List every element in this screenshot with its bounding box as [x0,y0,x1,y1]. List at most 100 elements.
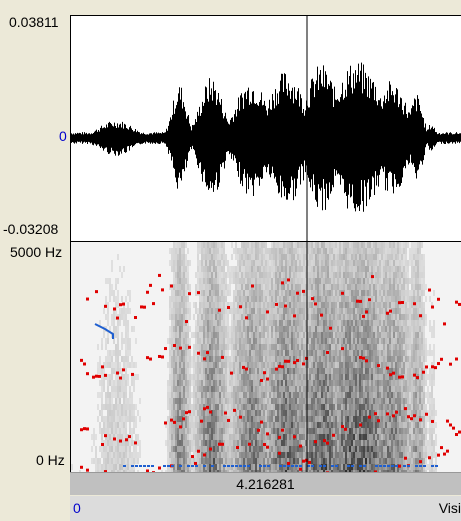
spectrogram-cell [339,452,341,458]
spectrogram-cell [201,350,203,356]
spectrogram-cell [283,374,285,380]
spectrogram-cell [273,302,275,308]
spectrogram-cell [211,344,213,350]
spectrogram-panel[interactable] [70,241,461,473]
spectrogram-cell [381,302,383,308]
spectrogram-cell [177,380,179,386]
spectrogram-cell [121,308,123,314]
spectrogram-cell [211,320,213,326]
spectrogram-cell [207,266,209,272]
spectrogram-cell [369,278,371,284]
spectrogram-cell [129,350,131,356]
spectrogram-cell [199,434,201,440]
spectrogram-cell [333,386,335,392]
spectrogram-cell [249,284,251,290]
spectrogram-cell [343,356,345,362]
spectrogram-cell [219,272,221,278]
spectrogram-cell [103,452,105,458]
spectrogram-cell [355,452,357,458]
spectrogram-cell [293,350,295,356]
spectrogram-cell [197,278,199,284]
spectrogram-cell [351,260,353,266]
spectrogram-cell [217,368,219,374]
spectrogram-cell [263,338,265,344]
spectrogram-cell [99,320,101,326]
spectrogram-cell [247,248,249,254]
spectrogram-cell [377,380,379,386]
spectrogram-cell [393,314,395,320]
spectrogram-cell [251,464,253,470]
spectrogram-cell [125,410,127,416]
spectrogram-cell [329,452,331,458]
spectrogram-cell [317,308,319,314]
spectrogram-cell [245,398,247,404]
spectrogram-cell [223,392,225,398]
spectrogram-cell [311,368,313,374]
spectrogram-cell [271,464,273,470]
spectrogram-cell [337,374,339,380]
spectrogram-cell [187,470,189,473]
spectrogram-cell [355,284,357,290]
spectrogram-cell [217,284,219,290]
spectrogram-cell [243,338,245,344]
spectrogram-cell [347,428,349,434]
spectrogram-cell [111,350,113,356]
spectrogram-cell [223,422,225,428]
spectrogram-cell [225,440,227,446]
spectrogram-cell [283,332,285,338]
spectrogram-cell [263,452,265,458]
spectrogram-cell [357,290,359,296]
spectrogram-cell [247,284,249,290]
spectrogram-cell [225,422,227,428]
spectrogram-cell [345,434,347,440]
spectrogram-cell [103,416,105,422]
spectrogram-cell [401,266,403,272]
waveform-panel[interactable] [70,15,461,242]
spectrogram-cell [175,290,177,296]
spectrogram-cell [383,266,385,272]
spectrogram-cell [265,344,267,350]
spectrogram-cell [307,404,309,410]
spectrogram-cell [343,398,345,404]
spectrogram-cell [311,248,313,254]
spectrogram-cell [335,308,337,314]
spectrogram-cell [99,422,101,428]
spectrogram-cell [331,320,333,326]
spectrogram-cell [247,296,249,302]
spectrogram-cell [123,374,125,380]
spectrogram-cell [315,422,317,428]
spectrogram-cell [169,326,171,332]
spectrogram-cell [103,458,105,464]
spectrogram-cell [311,284,313,290]
spectrogram-cell [279,344,281,350]
spectrogram-cell [317,260,319,266]
spectrogram-cell [373,326,375,332]
spectrogram-cell [255,308,257,314]
spectrogram-cell [103,308,105,314]
spectrogram-cell [251,410,253,416]
spectrogram-cell [363,320,365,326]
spectrogram-cell [207,446,209,452]
spectrogram-cell [329,410,331,416]
spectrogram-cell [293,278,295,284]
spectrogram-cell [365,410,367,416]
spectrogram-cell [119,308,121,314]
spectrogram-cell [229,434,231,440]
spectrogram-cell [347,386,349,392]
spectrogram-cell [347,344,349,350]
spectrogram-cell [241,308,243,314]
spectrogram-cell [361,254,363,260]
spectrogram-cell [393,320,395,326]
spectrogram-cell [241,362,243,368]
spectrogram-cell [251,290,253,296]
spectrogram-cell [189,428,191,434]
spectrogram-cell [189,398,191,404]
spectrogram-cell [257,464,259,470]
spectrogram-cell [295,308,297,314]
spectrogram-cell [299,320,301,326]
spectrogram-cell [359,374,361,380]
spectrogram-cell [213,380,215,386]
spectrogram-cell [387,446,389,452]
spectrogram-cell [179,248,181,254]
spectrogram-cell [253,338,255,344]
